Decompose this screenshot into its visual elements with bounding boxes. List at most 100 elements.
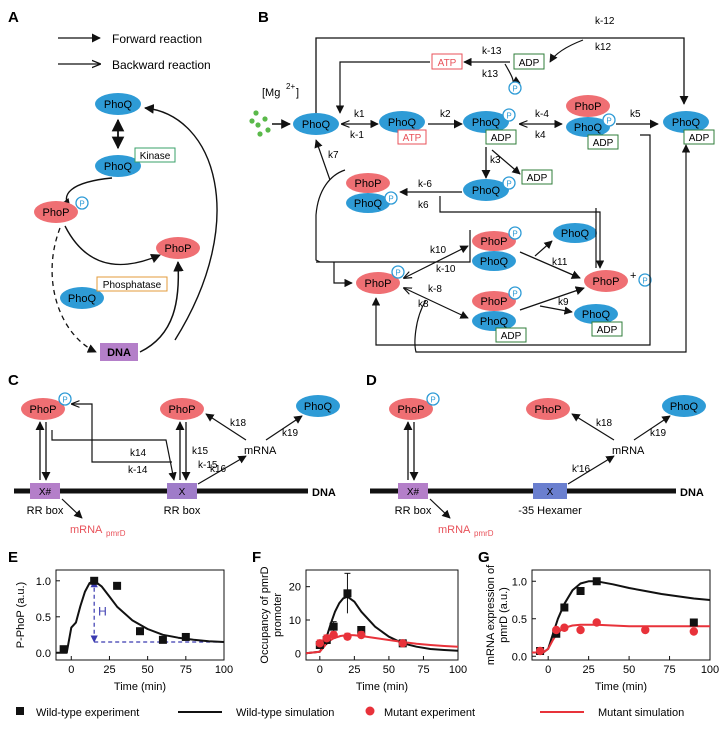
- y-tick-label: 20: [289, 582, 301, 594]
- phop-complex-ellipse: [566, 95, 610, 117]
- x-axis-label: Time (min): [595, 681, 647, 693]
- phoq-label: PhoQ: [354, 198, 383, 210]
- phoq-free-ellipse: [293, 113, 339, 135]
- kinase-label: Kinase: [140, 151, 171, 162]
- mutant-experiment-point: [357, 630, 366, 640]
- plot-frame: [305, 569, 459, 661]
- wild-type-experiment-point: [592, 577, 601, 586]
- phop-ellipse: [526, 398, 570, 420]
- wild-type-experiment-point: [560, 603, 569, 612]
- phosphate-label: P: [512, 230, 517, 239]
- x-tick-label: 25: [583, 664, 595, 676]
- rate-k11: k11: [552, 257, 568, 268]
- phosphate-icon: [502, 176, 516, 190]
- phosphorylation-arrow: [60, 177, 113, 209]
- legend-mut-sim-label: Mutant simulation: [598, 707, 684, 719]
- mutant-experiment-point: [535, 646, 545, 656]
- atp-box: [397, 129, 427, 145]
- phosphate-label: P: [512, 85, 517, 94]
- rate-km12: k-12: [595, 16, 615, 27]
- legend-forward-label: Forward reaction: [112, 32, 202, 46]
- panel-g-label: G: [478, 549, 490, 566]
- mrna-label: mRNA: [612, 445, 645, 457]
- phop-label: PhoP: [481, 236, 508, 248]
- wild-type-experiment-point: [113, 581, 122, 590]
- phoq-p-label: PhoQ: [472, 185, 501, 197]
- adp-box: [683, 129, 715, 145]
- rr-box-2-label: RR box: [164, 505, 201, 517]
- phop-label: PhoP: [169, 404, 196, 416]
- panel-d-label: D: [366, 372, 377, 389]
- panel-c: C DNA X# RR box X RR box PhoP P PhoP k15…: [8, 372, 340, 538]
- phosphate-icon: [58, 392, 72, 406]
- mutant-experiment-point: [315, 639, 325, 648]
- phoq-ellipse: [662, 395, 706, 417]
- wild-type-experiment-point: [90, 576, 99, 585]
- phosphate-icon: [75, 196, 89, 210]
- x-tick-label: 0: [68, 664, 74, 676]
- k9-phoq-arrow: [539, 305, 573, 315]
- mutant-experiment-point: [689, 627, 699, 636]
- phoq-adp-ellipse: [663, 111, 709, 133]
- atp-label: ATP: [403, 133, 422, 144]
- wild-type-experiment-point: [158, 635, 167, 644]
- phosphate-icon: [508, 81, 522, 95]
- legend-backward-label: Backward reaction: [112, 58, 211, 72]
- rate-k14: k14: [130, 448, 147, 459]
- phop-phosphorylated-label: PhoP: [398, 404, 425, 416]
- mrna-pmrd-label: mRNA: [438, 524, 471, 536]
- phoq-phosphatase-ellipse: [60, 287, 104, 309]
- mutant-experiment-point: [560, 623, 569, 632]
- phoq-p-ellipse: [463, 179, 509, 201]
- x-tick-label: 75: [417, 664, 429, 676]
- phosphate-label: P: [430, 396, 435, 405]
- wild-type-experiment-point: [181, 632, 190, 641]
- wild-type-experiment-point: [576, 587, 585, 595]
- y-axis-label-line1: mRNA expression of: [485, 564, 497, 665]
- rate-k6: k6: [418, 200, 429, 211]
- k13-p-arrow: [504, 63, 521, 85]
- rr-site-box: [30, 483, 60, 499]
- phoq-adp-label: PhoQ: [672, 117, 701, 129]
- phoq-complex-ellipse: [566, 117, 610, 137]
- phoq-label: PhoQ: [670, 401, 699, 413]
- adp-label: ADP: [491, 133, 512, 144]
- hexamer-label: -35 Hexamer: [518, 505, 582, 517]
- phosphate-label: P: [79, 200, 84, 209]
- rate-k13: k13: [482, 69, 499, 80]
- wild-type-simulation-line: [56, 579, 225, 654]
- mutant-experiment-point: [329, 630, 338, 640]
- adp-label: ADP: [501, 331, 522, 342]
- k7-arrow: [314, 139, 331, 181]
- y-axis-label-line2: pmrD (a.u.): [498, 587, 510, 643]
- phoq-label: PhoQ: [304, 401, 333, 413]
- k10-arrow: [404, 245, 468, 278]
- mg-superscript: 2+: [286, 82, 295, 91]
- mutant-experiment-point: [641, 625, 650, 635]
- mrna-pmrd-subscript: pmrD: [474, 529, 494, 538]
- rate-k4: k4: [535, 130, 546, 141]
- wild-type-simulation-line: [532, 580, 711, 654]
- phosphatase-box: [96, 276, 168, 292]
- phosphate-label: P: [395, 269, 400, 278]
- x-tick-label: 75: [180, 664, 192, 676]
- x-tick-label: 75: [663, 664, 675, 676]
- chart-f: 0 25 50 75 100 0 10 20 Time (min) Occupancy of pm…: [259, 566, 467, 693]
- plot-frame: [55, 569, 225, 661]
- y-tick-label: 0.0: [36, 648, 51, 660]
- phoq-ellipse: [95, 93, 141, 115]
- phop-phosphorylated-ellipse: [34, 201, 78, 223]
- phoq-label: PhoQ: [582, 309, 611, 321]
- phop-product-label: PhoP: [593, 276, 620, 288]
- legend-wt-exp-label: Wild-type experiment: [36, 707, 139, 719]
- phosphate-label: P: [506, 180, 511, 189]
- phop-ellipse: [346, 173, 390, 193]
- rate-km10: k-10: [436, 264, 456, 275]
- dna-label: DNA: [680, 487, 704, 499]
- phosphate-icon: [384, 191, 398, 205]
- k3-adp-arrow: [491, 149, 521, 175]
- height-annotation: H: [98, 604, 107, 618]
- wild-type-experiment-point: [357, 626, 366, 634]
- phoq-phosphatase-label: PhoQ: [68, 293, 97, 305]
- panel-e-label: E: [8, 549, 18, 566]
